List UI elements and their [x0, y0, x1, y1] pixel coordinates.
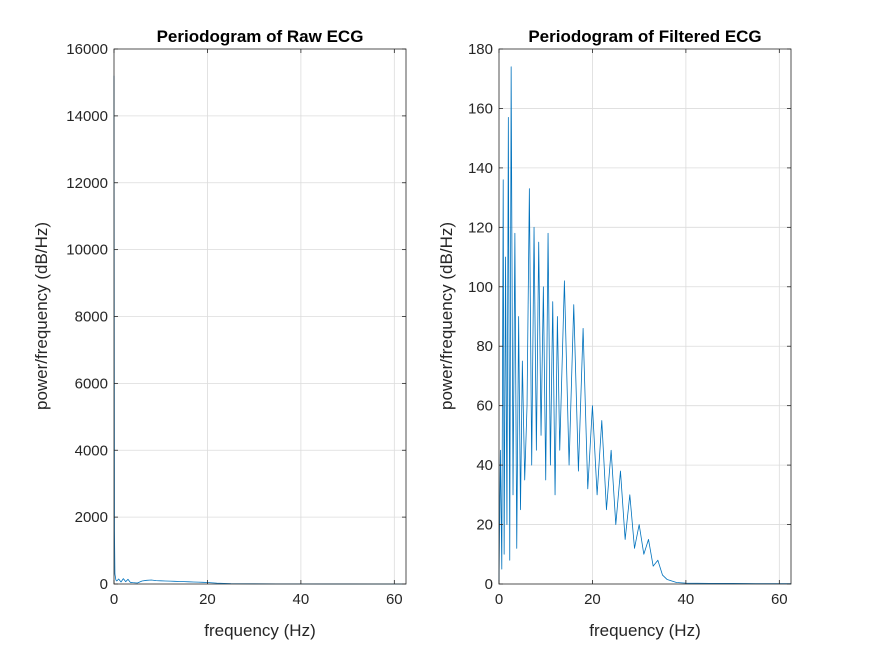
gridlines: [114, 49, 406, 584]
gridlines: [499, 49, 791, 584]
y-tick-label: 6000: [75, 375, 108, 392]
y-tick-label: 16000: [66, 41, 108, 58]
y-tick-label: 120: [468, 219, 493, 236]
chart-title: Periodogram of Filtered ECG: [528, 27, 761, 46]
y-tick-label: 4000: [75, 442, 108, 459]
y-axis-label: power/frequency (dB/Hz): [437, 222, 456, 410]
y-tick-label: 12000: [66, 175, 108, 192]
x-tick-label: 20: [584, 591, 601, 608]
y-tick-label: 0: [485, 576, 493, 593]
ticks: 0 20 40 60 0 2000 4000 6000 8000 10000 12000 14000 1…: [66, 41, 406, 608]
x-axis-label: frequency (Hz): [204, 621, 315, 640]
x-tick-label: 0: [495, 591, 503, 608]
x-tick-label: 40: [678, 591, 695, 608]
plot-filtered-ecg: Periodogram of Filtered ECG 0 20 40 60 0 20 40…: [437, 27, 792, 640]
plot-raw-ecg: Periodogram of Raw ECG 0 20 40 60 0 2000 4000 6…: [32, 27, 407, 640]
y-tick-label: 140: [468, 160, 493, 177]
filtered-ecg-trace: [498, 66, 791, 585]
x-axis-label: frequency (Hz): [589, 621, 700, 640]
y-tick-label: 0: [100, 576, 108, 593]
y-tick-label: 14000: [66, 108, 108, 125]
x-tick-label: 60: [386, 591, 403, 608]
y-tick-label: 10000: [66, 242, 108, 259]
y-tick-label: 8000: [75, 309, 108, 326]
axes-frame: [498, 48, 792, 585]
y-tick-label: 160: [468, 100, 493, 117]
x-tick-label: 20: [199, 591, 216, 608]
y-tick-label: 40: [476, 457, 493, 474]
y-tick-label: 80: [476, 338, 493, 355]
y-tick-label: 2000: [75, 509, 108, 526]
y-tick-label: 100: [468, 279, 493, 296]
x-tick-label: 0: [110, 591, 118, 608]
y-tick-label: 180: [468, 41, 493, 58]
raw-ecg-trace: [113, 75, 406, 585]
x-tick-label: 40: [293, 591, 310, 608]
chart-title: Periodogram of Raw ECG: [157, 27, 364, 46]
x-tick-label: 60: [771, 591, 788, 608]
y-axis-label: power/frequency (dB/Hz): [32, 222, 51, 410]
y-tick-label: 60: [476, 398, 493, 415]
y-tick-label: 20: [476, 517, 493, 534]
ticks: 0 20 40 60 0 20 40 60 80 100 120 140 160 180: [468, 41, 791, 608]
